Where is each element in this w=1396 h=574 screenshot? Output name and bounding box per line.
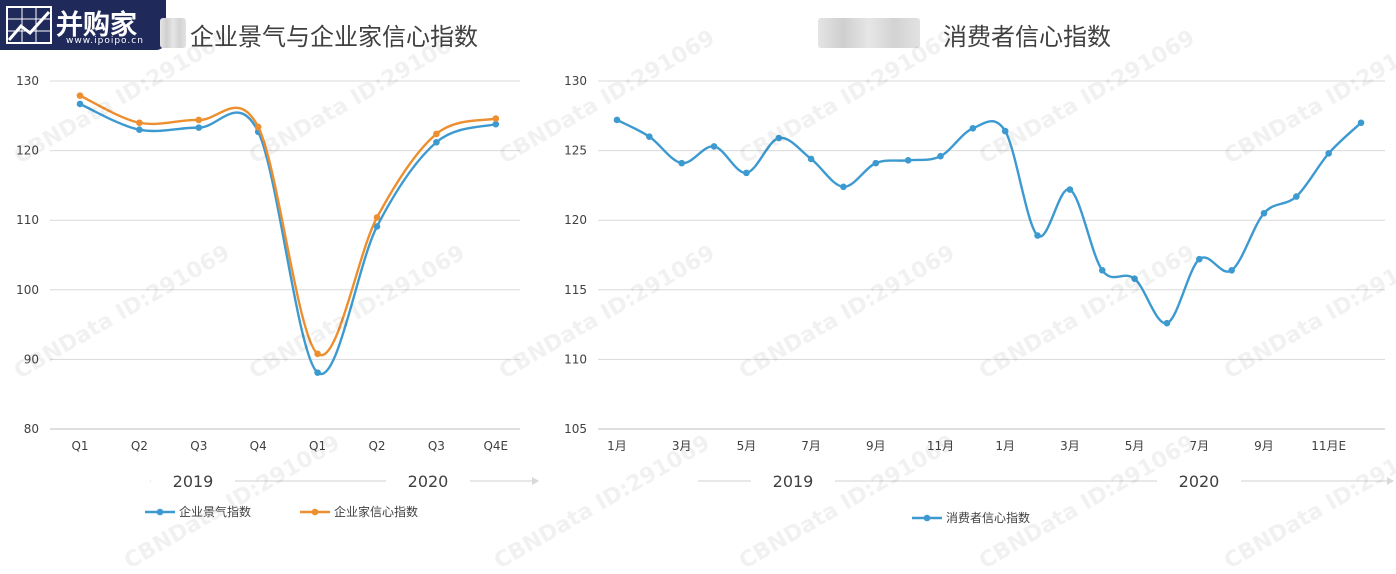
y-tick-label: 115 xyxy=(564,283,587,297)
legend-swatch-marker xyxy=(311,508,319,516)
x-tick-label: 9月 xyxy=(1254,439,1274,453)
data-point xyxy=(904,157,912,164)
data-point xyxy=(492,115,500,122)
x-tick-label: 7月 xyxy=(1189,439,1209,453)
x-tick-label: 3月 xyxy=(672,439,692,453)
x-tick-label: 11月 xyxy=(927,439,954,453)
redacted-text xyxy=(160,18,186,48)
data-point xyxy=(433,138,440,146)
year-label-bg xyxy=(151,466,235,496)
logo-name: 并购家 xyxy=(56,10,137,41)
logo-grid-icon xyxy=(6,6,52,44)
year-axis-arrow-icon xyxy=(1387,477,1394,485)
data-point xyxy=(1325,150,1332,157)
year-axis-arrow-icon xyxy=(532,477,539,485)
y-tick-label: 125 xyxy=(564,144,587,158)
y-tick-label: 80 xyxy=(24,422,39,436)
year-label-bg xyxy=(1157,466,1241,496)
x-tick-label: 9月 xyxy=(866,439,886,453)
data-point xyxy=(1196,255,1203,263)
x-tick-label: 1月 xyxy=(607,439,627,453)
data-point xyxy=(195,116,203,124)
data-point xyxy=(1357,119,1365,127)
data-point xyxy=(1163,319,1171,327)
year-label-bg xyxy=(751,466,835,496)
data-point xyxy=(254,123,262,131)
legend-swatch-marker xyxy=(156,508,164,516)
data-point xyxy=(492,120,500,128)
x-tick-label: Q1 xyxy=(309,439,326,453)
data-point xyxy=(1034,232,1041,239)
data-point xyxy=(136,119,143,127)
data-point xyxy=(613,116,621,124)
x-tick-label: Q4E xyxy=(483,439,508,453)
data-point xyxy=(373,214,381,221)
data-point xyxy=(1293,193,1300,200)
y-tick-label: 120 xyxy=(16,144,39,158)
data-point xyxy=(136,126,143,134)
y-tick-label: 120 xyxy=(564,213,587,227)
data-point xyxy=(1066,186,1074,193)
data-point xyxy=(1260,209,1268,217)
y-tick-label: 130 xyxy=(16,74,39,88)
year-label: 2020 xyxy=(1179,472,1220,491)
y-tick-label: 90 xyxy=(24,352,39,366)
x-tick-label: 3月 xyxy=(1060,439,1080,453)
data-point xyxy=(840,183,847,191)
y-tick-label: 110 xyxy=(564,352,587,366)
chart-title-consumer-confidence: 消费者信心指数 xyxy=(943,23,1111,51)
legend-swatch-marker xyxy=(923,514,931,522)
y-tick-label: 105 xyxy=(564,422,587,436)
data-point xyxy=(807,155,815,163)
logo-url: www.ipoipo.cn xyxy=(66,36,144,46)
data-point xyxy=(76,92,84,99)
x-tick-label: 11月E xyxy=(1311,439,1346,453)
redacted-text xyxy=(818,18,920,48)
x-tick-label: Q3 xyxy=(190,439,207,453)
data-point xyxy=(76,100,84,108)
legend-label: 企业景气指数 xyxy=(179,504,251,519)
data-point xyxy=(969,125,977,132)
x-tick-label: 5月 xyxy=(1125,439,1145,453)
data-point xyxy=(1228,267,1235,274)
x-tick-label: Q2 xyxy=(368,439,385,453)
x-tick-label: 7月 xyxy=(801,439,821,453)
data-point xyxy=(775,134,783,142)
series-line xyxy=(79,94,497,357)
data-point xyxy=(937,152,944,160)
x-tick-label: Q4 xyxy=(250,439,267,453)
y-tick-label: 110 xyxy=(16,213,39,227)
legend-label: 消费者信心指数 xyxy=(946,510,1030,525)
data-point xyxy=(195,124,203,131)
data-point xyxy=(1131,275,1138,282)
chart-title-business-confidence: 企业景气与企业家信心指数 xyxy=(190,23,478,51)
data-point xyxy=(1098,267,1106,274)
series-line xyxy=(79,102,497,376)
x-tick-label: 1月 xyxy=(995,439,1015,453)
data-point xyxy=(433,130,440,138)
data-point xyxy=(314,350,321,358)
x-tick-label: Q1 xyxy=(71,439,88,453)
x-tick-label: Q3 xyxy=(428,439,445,453)
data-point xyxy=(743,169,750,177)
year-label: 2020 xyxy=(408,472,449,491)
x-tick-label: Q2 xyxy=(131,439,148,453)
charts-canvas: 80 90 100 110 120 130 Q1 Q2 Q3 Q4 Q1 Q2 Q3 Q4E 2019 202… xyxy=(16,74,1394,525)
x-tick-label: 5月 xyxy=(737,439,757,453)
data-point xyxy=(678,159,685,167)
legend-label: 企业家信心指数 xyxy=(334,504,418,519)
logo: 并购家 www.ipoipo.cn xyxy=(0,0,166,50)
year-label-bg xyxy=(386,466,470,496)
y-tick-label: 130 xyxy=(564,74,587,88)
data-point xyxy=(646,133,653,140)
data-point xyxy=(1001,127,1009,135)
data-point xyxy=(314,369,321,376)
year-label: 2019 xyxy=(173,472,214,491)
year-label: 2019 xyxy=(773,472,814,491)
data-point xyxy=(872,159,880,167)
data-point xyxy=(710,143,718,150)
y-tick-label: 100 xyxy=(16,283,39,297)
data-point xyxy=(373,223,381,230)
